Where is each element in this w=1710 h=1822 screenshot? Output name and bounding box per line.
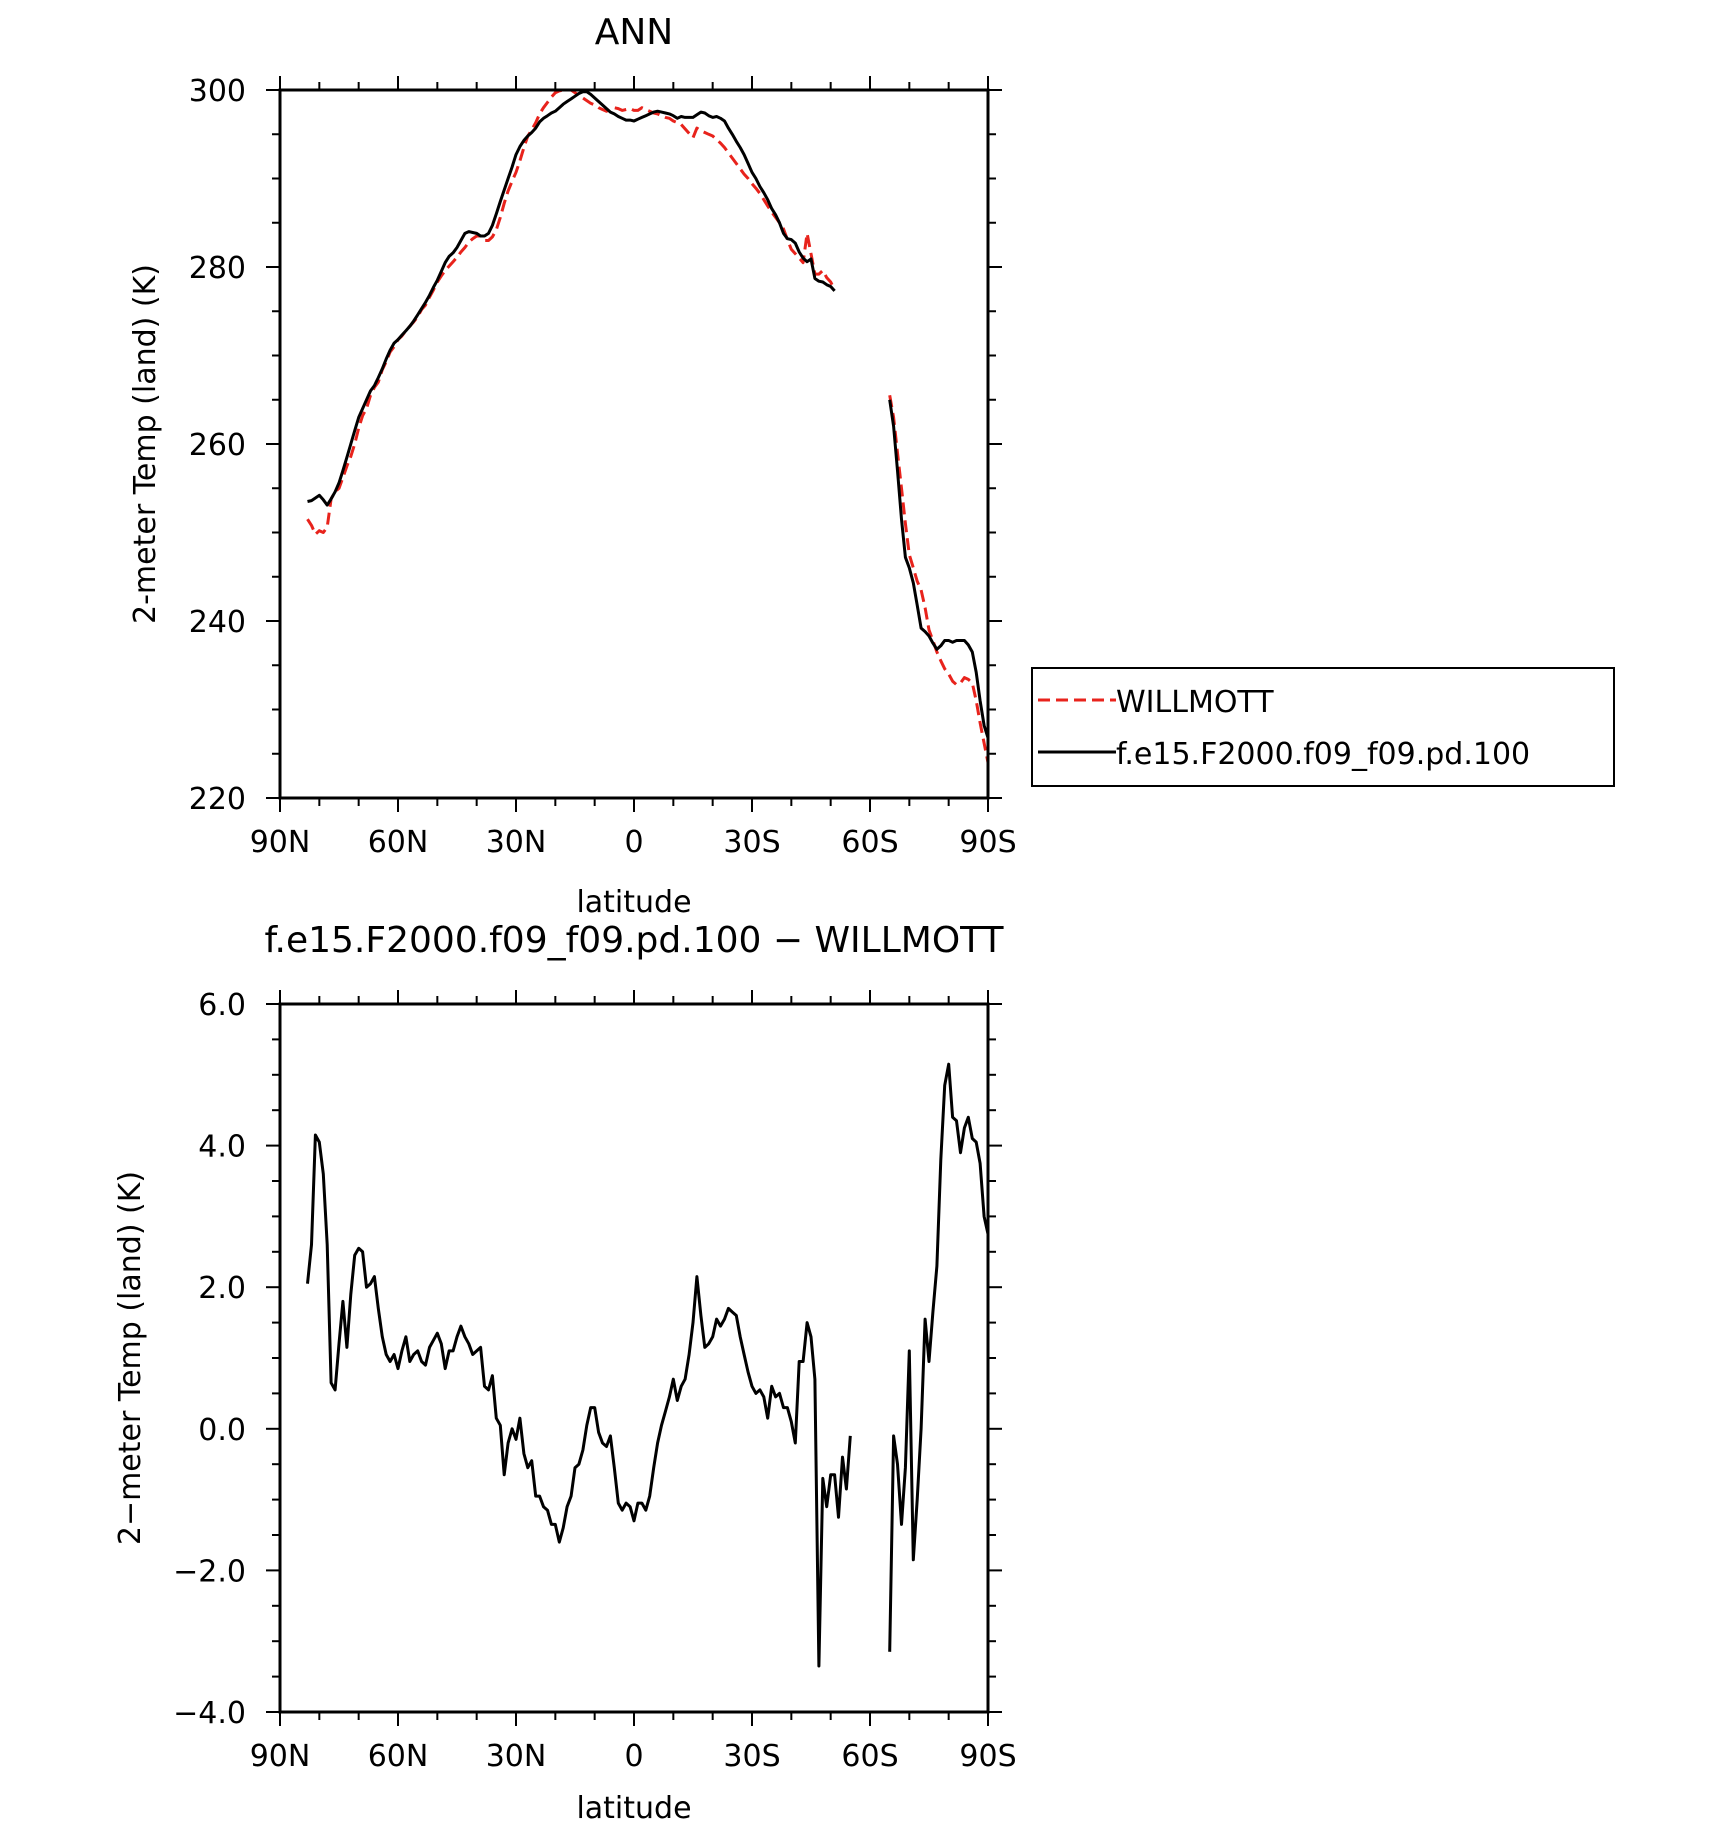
x-axis-label: latitude: [576, 1791, 691, 1822]
x-tick-label: 30N: [486, 825, 547, 860]
x-tick-label: 60S: [841, 1739, 898, 1774]
x-axis-label: latitude: [576, 885, 691, 920]
series-1-segment-1: [888, 399, 990, 739]
x-tick-label: 60N: [368, 1739, 429, 1774]
series-0-segment-1: [888, 1062, 990, 1652]
x-tick-label: 0: [624, 1739, 643, 1774]
y-tick-label: 240: [189, 605, 246, 640]
legend-label-model: f.e15.F2000.f09_f09.pd.100: [1116, 737, 1530, 772]
y-tick-label: 260: [189, 428, 246, 463]
x-tick-label: 90S: [959, 1739, 1016, 1774]
annual-mean-panel: ANN 90N 60N 30N 0 30S 60S 90S 300 280 260 240 220 2…: [128, 12, 1615, 920]
y-tick-label: −4.0: [173, 1696, 246, 1731]
chart-title: ANN: [595, 12, 674, 53]
legend: WILLMOTT f.e15.F2000.f09_f09.pd.100: [1031, 667, 1615, 787]
y-tick-label: 6.0: [198, 988, 246, 1023]
y-tick-label: −2.0: [173, 1554, 246, 1589]
series-0-segment-1: [888, 395, 990, 763]
x-tick-label: 90N: [250, 825, 311, 860]
plot-frame: [278, 1002, 990, 1714]
y-tick-label: 2.0: [198, 1271, 246, 1306]
legend-label-willmott: WILLMOTT: [1116, 685, 1274, 720]
difference-panel: f.e15.F2000.f09_f09.pd.100 − WILLMOTT 90…: [113, 920, 1017, 1822]
axes: 90N 60N 30N 0 30S 60S 90S 300 280 260 240 220: [189, 74, 1017, 860]
y-tick-label: 300: [189, 74, 246, 109]
axes: 90N 60N 30N 0 30S 60S 90S 6.0 4.0 2.0 0.0 −2.0 −4.0: [173, 988, 1016, 1774]
plot-curves: [306, 88, 990, 763]
x-tick-label: 90N: [250, 1739, 311, 1774]
y-tick-label: 0.0: [198, 1413, 246, 1448]
y-axis-label: 2−meter Temp (land) (K): [113, 1171, 148, 1545]
series-1-segment-0: [307, 90, 836, 507]
x-tick-label: 60N: [368, 825, 429, 860]
x-tick-label: 0: [624, 825, 643, 860]
x-tick-label: 90S: [959, 825, 1016, 860]
x-tick-label: 30N: [486, 1739, 547, 1774]
y-tick-label: 4.0: [198, 1130, 246, 1165]
y-tick-label: 220: [189, 782, 246, 817]
series-0-segment-0: [306, 88, 836, 536]
legend-box: [1031, 667, 1615, 787]
chart-title: f.e15.F2000.f09_f09.pd.100 − WILLMOTT: [264, 920, 1004, 961]
x-tick-label: 60S: [841, 825, 898, 860]
y-axis-label: 2-meter Temp (land) (K): [128, 264, 163, 624]
plot-frame: [278, 88, 990, 800]
series-0-segment-0: [306, 1133, 852, 1668]
plot-curves: [306, 1062, 990, 1668]
y-tick-label: 280: [189, 251, 246, 286]
x-tick-label: 30S: [723, 825, 780, 860]
x-tick-label: 30S: [723, 1739, 780, 1774]
